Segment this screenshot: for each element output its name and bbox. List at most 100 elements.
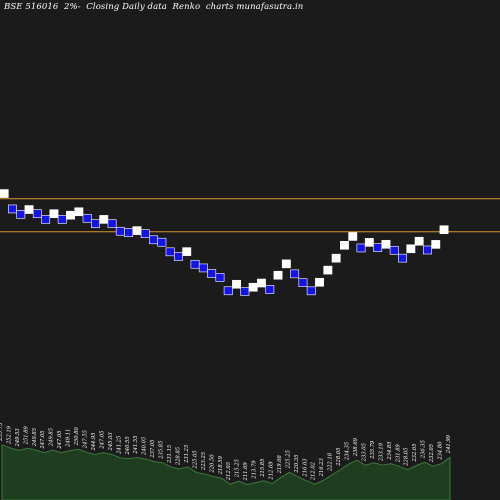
renko-brick-down bbox=[240, 287, 250, 296]
renko-brick-down bbox=[107, 219, 117, 228]
value-label: 244.95 bbox=[91, 432, 97, 451]
renko-brick-up bbox=[406, 244, 416, 254]
renko-brick-up bbox=[281, 259, 291, 269]
renko-brick-up bbox=[348, 232, 358, 241]
value-label: 241.25 bbox=[116, 436, 122, 455]
renko-brick-down bbox=[190, 259, 200, 269]
value-label: 216.03 bbox=[302, 458, 308, 478]
renko-brick-down bbox=[32, 209, 42, 218]
value-label: 240.05 bbox=[142, 437, 148, 456]
renko-brick-down bbox=[115, 226, 125, 236]
renko-brick-down bbox=[140, 229, 150, 238]
renko-brick-down bbox=[306, 286, 316, 296]
renko-brick-down bbox=[41, 215, 51, 224]
renko-brick-down bbox=[91, 219, 100, 228]
renko-brick-up bbox=[232, 279, 241, 289]
value-label: 237.05 bbox=[150, 439, 156, 458]
renko-brick-up bbox=[74, 207, 84, 217]
value-label: 234.35 bbox=[345, 442, 351, 461]
value-label: 233.19 bbox=[378, 442, 384, 462]
renko-brick-up bbox=[315, 277, 324, 287]
renko-brick-down bbox=[223, 286, 233, 296]
value-labels: 255.73 252.19 249.53 251.89 249.85 247.05 249.… bbox=[0, 422, 452, 481]
value-label: 255.73 bbox=[0, 422, 4, 442]
value-label: 235.79 bbox=[370, 440, 376, 460]
renko-brick-up bbox=[182, 247, 192, 256]
renko-brick-down bbox=[215, 273, 225, 282]
value-label: 252.19 bbox=[6, 425, 12, 445]
volume-area bbox=[1, 444, 451, 500]
value-label: 249.53 bbox=[15, 428, 21, 448]
value-label: 232.65 bbox=[412, 443, 418, 462]
value-label: 216.23 bbox=[319, 458, 325, 478]
renko-brick-down bbox=[57, 215, 67, 224]
renko-brick-up bbox=[273, 270, 283, 280]
renko-brick-up bbox=[49, 209, 59, 218]
value-label: 240.55 bbox=[125, 436, 131, 455]
value-label: 213.79 bbox=[252, 460, 258, 480]
value-label: 233.05 bbox=[361, 443, 367, 462]
value-label: 228.05 bbox=[404, 448, 410, 467]
renko-brick-up bbox=[99, 215, 109, 224]
renko-brick-up bbox=[132, 226, 142, 235]
renko-brick-down bbox=[373, 243, 383, 252]
value-label: 223.25 bbox=[201, 452, 207, 471]
value-label: 241.99 bbox=[446, 434, 452, 454]
value-label: 220.35 bbox=[294, 455, 300, 474]
renko-brick-up bbox=[0, 189, 9, 198]
renko-brick-up bbox=[414, 236, 424, 246]
renko-brick-down bbox=[290, 269, 300, 279]
renko-brick-down bbox=[124, 228, 134, 237]
renko-brick-down bbox=[198, 263, 208, 273]
renko-brick-up bbox=[256, 278, 266, 288]
renko-brick-up bbox=[331, 253, 341, 263]
value-label: 225.25 bbox=[285, 450, 291, 469]
renko-brick-up bbox=[323, 265, 333, 275]
value-label: 238.69 bbox=[353, 437, 359, 457]
renko-brick-down bbox=[422, 245, 432, 255]
value-label: 220.50 bbox=[209, 454, 215, 474]
renko-brick-down bbox=[174, 252, 183, 261]
volume-area-fill bbox=[1, 444, 451, 500]
value-label: 251.89 bbox=[23, 425, 29, 445]
renko-brick-down bbox=[207, 269, 217, 278]
value-label: 249.85 bbox=[32, 428, 38, 447]
renko-brick-up bbox=[364, 238, 374, 247]
renko-brick-up bbox=[24, 205, 34, 214]
renko-bricks bbox=[0, 189, 449, 296]
renko-brick-up bbox=[381, 239, 391, 249]
value-label: 215.25 bbox=[235, 459, 241, 478]
value-label: 215.85 bbox=[260, 459, 266, 478]
value-label: 250.80 bbox=[74, 426, 80, 446]
value-label: 222.18 bbox=[328, 452, 334, 472]
value-label: 247.05 bbox=[40, 430, 46, 449]
value-label: 235.85 bbox=[159, 441, 165, 460]
value-label: 236.35 bbox=[421, 440, 427, 459]
value-label: 234.85 bbox=[387, 441, 393, 460]
value-label: 247.05 bbox=[57, 430, 63, 449]
value-label: 211.69 bbox=[243, 462, 249, 482]
renko-brick-down bbox=[298, 278, 308, 287]
value-label: 232.05 bbox=[429, 444, 435, 463]
value-label: 247.05 bbox=[99, 430, 105, 449]
renko-brick-down bbox=[389, 246, 399, 255]
value-label: 219.68 bbox=[277, 454, 283, 474]
level-lines bbox=[0, 198, 500, 233]
value-label: 218.59 bbox=[218, 455, 224, 475]
value-label: 212.02 bbox=[311, 462, 317, 481]
renko-brick-down bbox=[16, 210, 26, 219]
renko-brick-up bbox=[431, 240, 441, 249]
renko-brick-up bbox=[248, 282, 258, 292]
renko-brick-down bbox=[82, 214, 92, 223]
value-label: 228.05 bbox=[336, 448, 342, 467]
value-label: 228.85 bbox=[176, 447, 182, 466]
value-label: 231.25 bbox=[184, 445, 190, 464]
value-label: 249.11 bbox=[66, 429, 72, 448]
renko-brick-down bbox=[149, 235, 158, 245]
value-label: 231.15 bbox=[167, 445, 173, 464]
value-label: 231.89 bbox=[395, 443, 401, 463]
value-label: 234.80 bbox=[438, 441, 444, 461]
value-label: 247.55 bbox=[83, 430, 89, 449]
value-label: 245.03 bbox=[108, 432, 114, 452]
